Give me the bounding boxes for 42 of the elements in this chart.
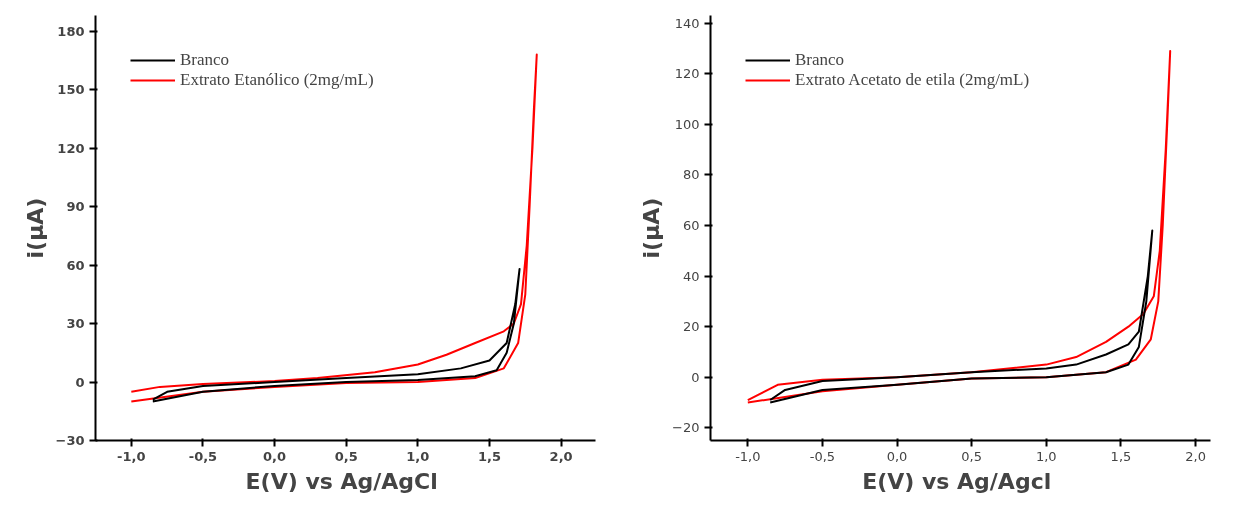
y-tick-label: 80 <box>682 167 700 183</box>
x-tick-label: 2,0 <box>1185 448 1206 464</box>
y-tick-label: 120 <box>57 140 85 156</box>
y-tick-label: 60 <box>66 257 85 273</box>
y-tick-label: −30 <box>55 433 85 448</box>
x-tick-label: 1,5 <box>477 448 501 464</box>
y-axis-title: i(μA) <box>22 197 48 259</box>
legend-label: Branco <box>180 50 230 70</box>
y-tick-label: −20 <box>672 420 700 436</box>
x-tick-label: 0,0 <box>886 448 908 464</box>
y-tick-label: 60 <box>682 217 700 233</box>
y-tick-label: 0 <box>75 374 85 390</box>
x-tick-label: 0,5 <box>334 448 358 464</box>
y-tick-label: 180 <box>57 23 85 39</box>
line-series <box>151 267 521 403</box>
x-tick-label: 2,0 <box>549 448 573 464</box>
y-tick-label: 30 <box>66 316 85 332</box>
line-series <box>769 229 1154 404</box>
x-tick-label: 1,0 <box>406 448 430 464</box>
y-tick-label: 90 <box>66 199 85 215</box>
x-tick-label: 1,0 <box>1035 448 1057 464</box>
y-tick-label: 150 <box>57 82 85 98</box>
legend-label: Extrato Etanólico (2mg/mL) <box>180 70 374 90</box>
legend-label: Branco <box>795 50 845 70</box>
x-tick-label: 0,0 <box>263 448 287 464</box>
y-tick-label: 120 <box>674 66 700 82</box>
legend-label: Extrato Acetato de etila (2mg/mL) <box>795 70 1030 90</box>
y-tick-label: 20 <box>682 319 700 335</box>
line-series <box>130 53 538 403</box>
x-tick-label: -0,5 <box>188 448 218 464</box>
y-tick-label: 40 <box>682 268 700 284</box>
y-tick-label: 0 <box>691 369 700 385</box>
x-axis-title: E(V) vs Ag/Agcl <box>862 468 1052 494</box>
x-tick-label: -0,5 <box>809 448 836 464</box>
y-axis-title: i(μA) <box>639 197 665 259</box>
y-tick-label: 100 <box>674 116 700 132</box>
y-tick-label: 140 <box>674 15 700 31</box>
x-tick-label: 1,5 <box>1110 448 1132 464</box>
x-tick-label: -1,0 <box>117 448 146 464</box>
x-tick-label: -1,0 <box>735 448 761 464</box>
x-axis-title: E(V) vs Ag/AgCl <box>245 468 438 494</box>
x-tick-label: 0,5 <box>961 448 983 464</box>
